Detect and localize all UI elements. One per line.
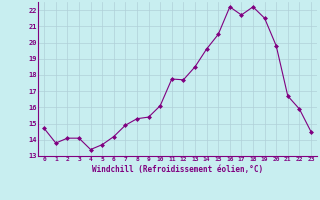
X-axis label: Windchill (Refroidissement éolien,°C): Windchill (Refroidissement éolien,°C) xyxy=(92,165,263,174)
